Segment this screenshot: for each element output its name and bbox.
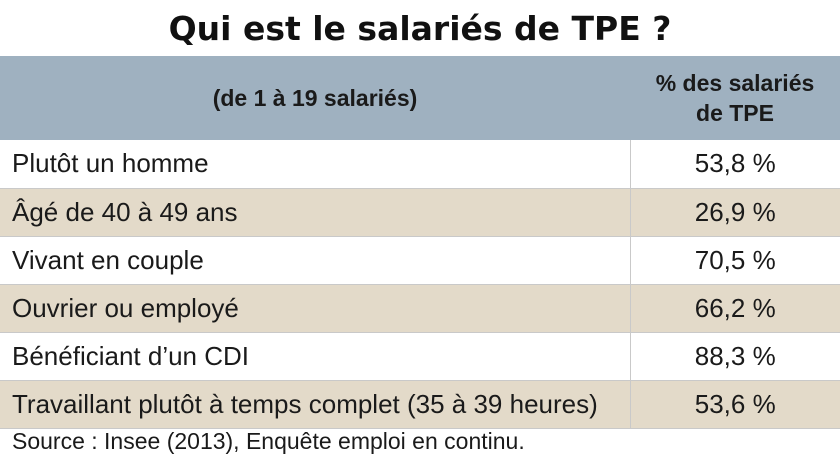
source-note: Source : Insee (2013), Enquête emploi en…: [12, 428, 525, 454]
row-label: Plutôt un homme: [0, 140, 630, 189]
row-value: 26,9 %: [629, 188, 840, 237]
table-header: (de 1 à 19 salariés) % des salariés de T…: [0, 56, 840, 140]
table-body: Plutôt un homme 53,8 % Âgé de 40 à 49 an…: [0, 140, 840, 429]
row-value: 53,8 %: [629, 140, 840, 189]
table-row: Vivant en couple 70,5 %: [0, 236, 840, 285]
column-header-value: % des salariés de TPE: [630, 56, 840, 140]
table-row: Âgé de 40 à 49 ans 26,9 %: [0, 188, 840, 237]
column-header-value-line2: de TPE: [696, 100, 774, 126]
header-row: (de 1 à 19 salariés) % des salariés de T…: [0, 56, 840, 140]
row-value: 53,6 %: [629, 380, 840, 429]
row-value: 88,3 %: [629, 332, 840, 381]
row-value: 70,5 %: [629, 236, 840, 285]
table-row: Travaillant plutôt à temps complet (35 à…: [0, 380, 840, 429]
row-label: Âgé de 40 à 49 ans: [0, 188, 630, 237]
page-title: Qui est le salariés de TPE ?: [168, 9, 672, 48]
data-table: (de 1 à 19 salariés) % des salariés de T…: [0, 56, 840, 429]
table-row: Ouvrier ou employé 66,2 %: [0, 284, 840, 333]
table-row: Plutôt un homme 53,8 %: [0, 140, 840, 189]
row-label: Ouvrier ou employé: [0, 284, 630, 333]
column-header-label: (de 1 à 19 salariés): [212, 85, 418, 111]
row-value: 66,2 %: [629, 284, 840, 333]
row-label: Bénéficiant d’un CDI: [0, 332, 630, 381]
row-label: Travaillant plutôt à temps complet (35 à…: [0, 380, 630, 429]
table-row: Bénéficiant d’un CDI 88,3 %: [0, 332, 840, 381]
column-header-value-line1: % des salariés: [655, 70, 815, 96]
row-label: Vivant en couple: [0, 236, 630, 285]
